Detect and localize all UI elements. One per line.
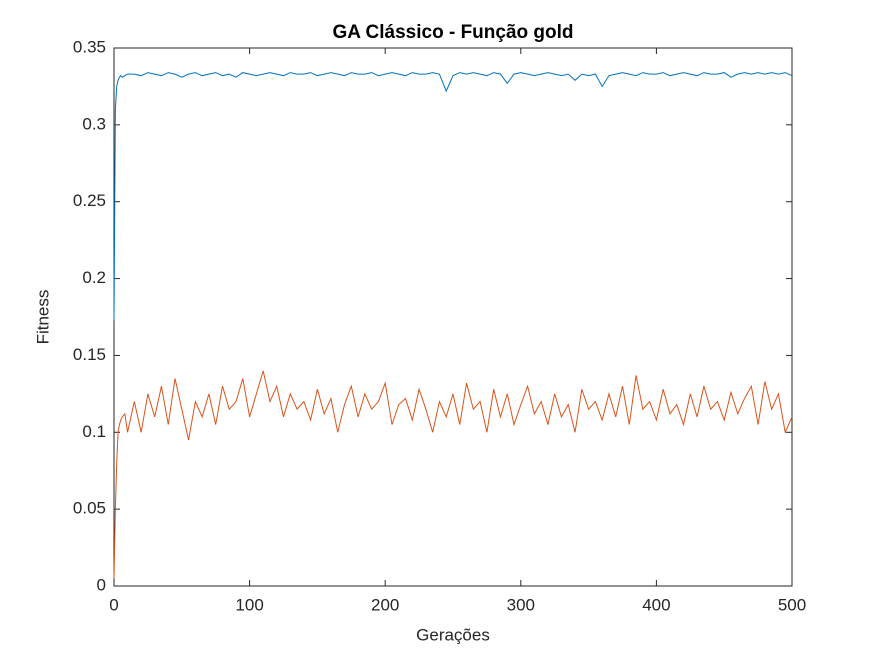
y-tick-label: 0.25 bbox=[73, 191, 106, 210]
data-line bbox=[113, 370, 793, 579]
x-tick-label: 300 bbox=[507, 595, 535, 614]
x-tick-label: 500 bbox=[778, 595, 806, 614]
plot-box bbox=[113, 47, 793, 587]
x-tick-label: 0 bbox=[109, 595, 118, 614]
y-tick-label: 0 bbox=[97, 575, 106, 594]
y-tick-label: 0.15 bbox=[73, 345, 106, 364]
y-axis-label: Fitness bbox=[33, 290, 52, 345]
y-tick-label: 0.05 bbox=[73, 499, 106, 518]
chart-title: GA Clássico - Função gold bbox=[332, 22, 573, 43]
y-tick-label: 0.3 bbox=[82, 114, 106, 133]
data-line bbox=[113, 72, 793, 321]
x-axis-label: Gerações bbox=[416, 625, 490, 644]
y-tick-label: 0.35 bbox=[73, 37, 106, 56]
y-tick-label: 0.2 bbox=[82, 268, 106, 287]
y-tick-label: 0.1 bbox=[82, 422, 106, 441]
x-tick-label: 200 bbox=[371, 595, 399, 614]
x-tick-label: 400 bbox=[642, 595, 670, 614]
x-tick-label: 100 bbox=[235, 595, 263, 614]
